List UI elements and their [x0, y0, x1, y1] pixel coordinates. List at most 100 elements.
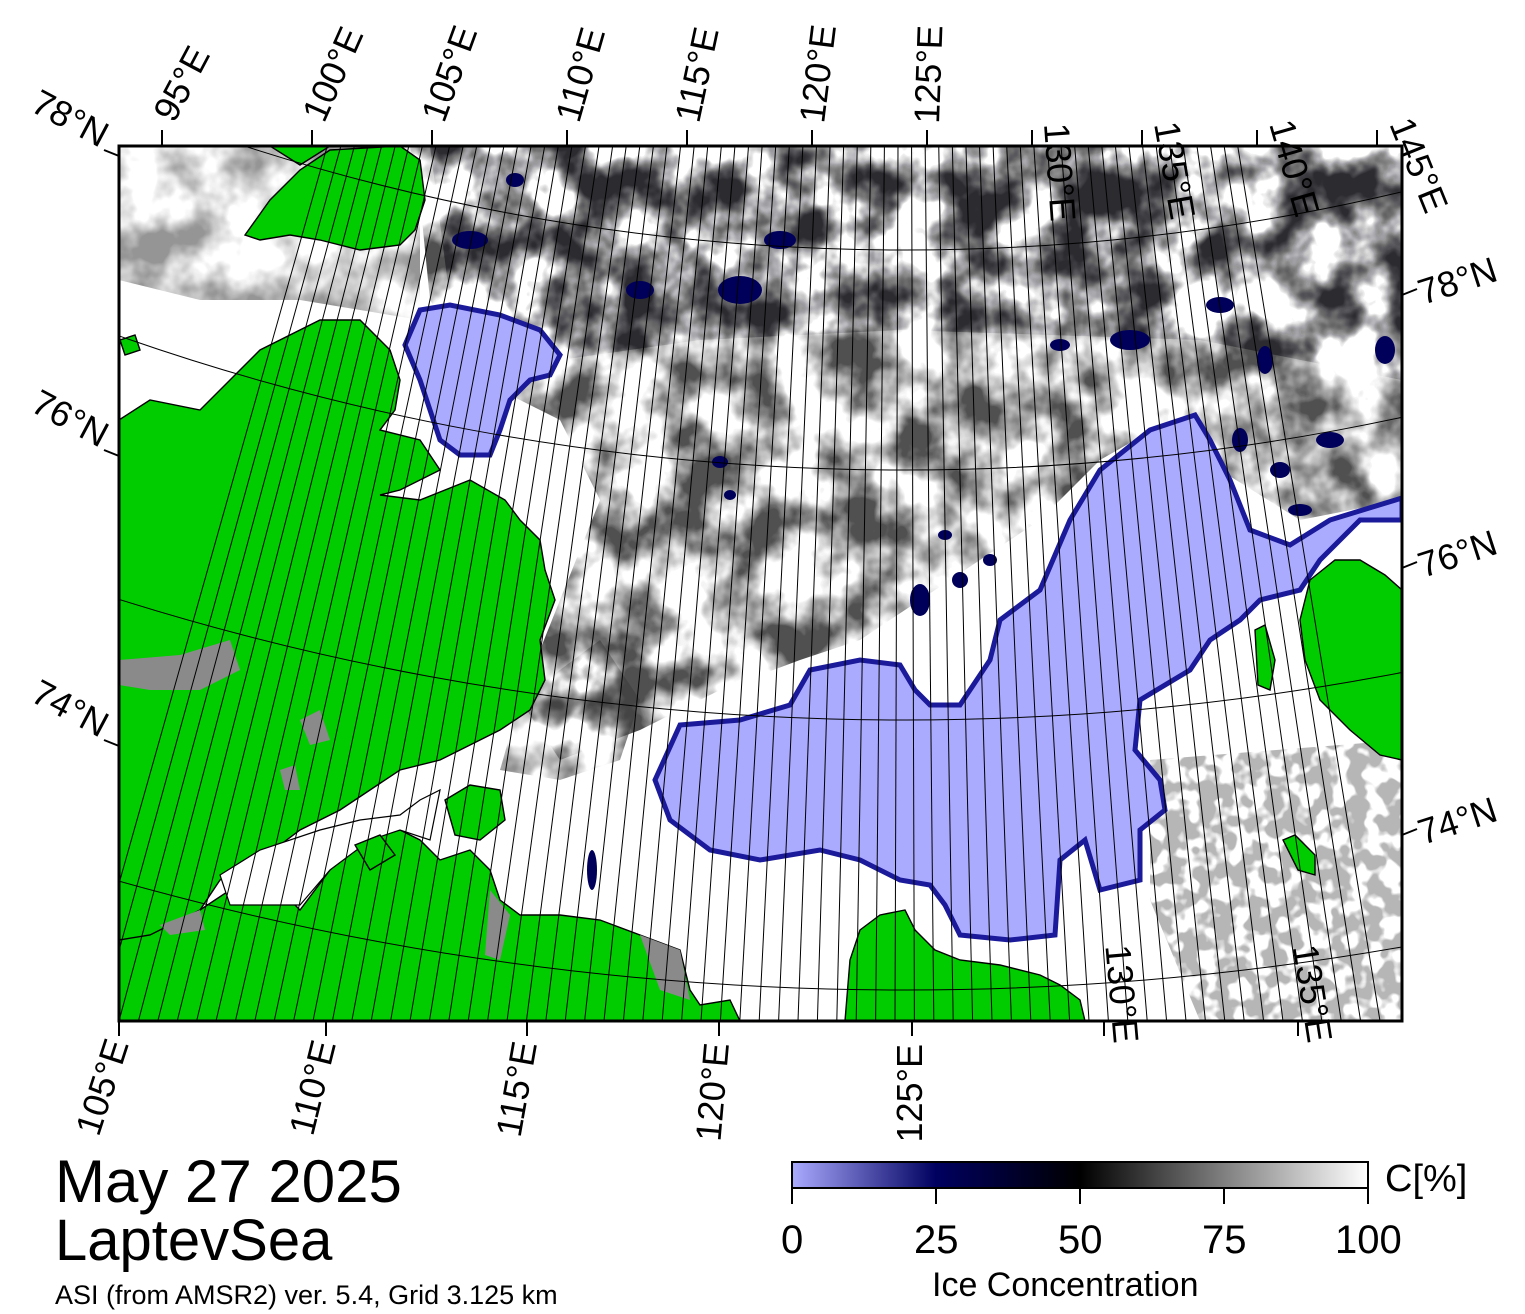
meridian-line	[778, 146, 817, 1021]
lat-label-left: 78°N	[25, 81, 115, 155]
meridian-line	[428, 146, 573, 1021]
lon-label-bottom: 115°E	[488, 1038, 545, 1139]
meridian-line	[700, 146, 763, 1021]
tick-mark	[1401, 828, 1418, 836]
tick-mark	[1401, 561, 1418, 569]
colorbar-tick-label: 25	[914, 1218, 959, 1262]
meridian-line	[855, 146, 872, 1021]
meridian-line	[938, 146, 954, 1021]
small-islet	[119, 334, 141, 356]
meridian-line	[564, 146, 668, 1021]
meridian-line	[1087, 146, 1168, 1021]
meridian-line	[273, 146, 464, 1021]
lon-label-top: 110°E	[547, 23, 613, 126]
belkovsky-island	[1282, 834, 1316, 876]
meridian-line	[545, 146, 654, 1021]
meridian-line	[622, 146, 709, 1021]
lon-label-top: 100°E	[294, 21, 372, 128]
meridian-line	[965, 146, 993, 1021]
meridian-line	[911, 146, 915, 1021]
meridian-line	[390, 146, 546, 1021]
severnaya-zemlya-tip	[268, 146, 332, 166]
meridian-line	[1033, 146, 1090, 1021]
meridian-line	[661, 146, 736, 1021]
ice-texture-north	[119, 146, 1402, 1021]
meridian-line	[448, 146, 586, 1021]
lon-label-top: 130°E	[1036, 122, 1084, 223]
lon-label-top: 105°E	[413, 20, 485, 127]
colorbar-tick-label: 100	[1335, 1218, 1402, 1262]
meridian-line	[719, 146, 777, 1021]
meridian-line	[487, 146, 614, 1021]
lon-label-top: 125°E	[906, 24, 950, 124]
meridian-line	[1114, 146, 1206, 1021]
meridian-line	[816, 146, 845, 1021]
colorbar-tick-label: 75	[1202, 1218, 1247, 1262]
meridian-line	[1074, 146, 1148, 1021]
meridian-line	[1006, 146, 1051, 1021]
meridian-line	[603, 146, 695, 1021]
meridian-line	[157, 146, 383, 1021]
map-frame	[117, 144, 1404, 1023]
kotelny-island	[1299, 559, 1402, 761]
meridian-line	[584, 146, 682, 1021]
meridian-line	[1210, 146, 1342, 1021]
credit-label: ASI (from AMSR2) ver. 5.4, Grid 3.125 km	[55, 1280, 558, 1310]
meridian-line	[894, 146, 899, 1021]
meridian-line	[1237, 146, 1381, 1021]
lena-delta	[844, 909, 1086, 1021]
low-ice-patches	[452, 173, 1395, 890]
meridian-line	[119, 146, 342, 953]
lon-label-bottom: 120°E	[688, 1041, 737, 1143]
meridian-line	[1101, 146, 1187, 1021]
meridian-line	[1182, 146, 1303, 1021]
meridian-line	[875, 146, 885, 1021]
meridian-line	[1155, 146, 1265, 1021]
tick-mark	[103, 739, 120, 747]
lon-label-top: 95°E	[145, 39, 218, 128]
meridian-line	[196, 146, 410, 1021]
lat-label-left: 74°N	[25, 671, 115, 745]
meridian-line	[1223, 146, 1362, 1021]
meridian-line	[758, 146, 804, 1021]
colorbar-title: Ice Concentration	[932, 1266, 1199, 1304]
meridian-line	[119, 146, 355, 1021]
meridian-line	[254, 146, 451, 1021]
meridian-line	[924, 146, 935, 1021]
meridian-line	[681, 146, 750, 1021]
meridian-line	[992, 146, 1032, 1021]
region-label: LaptevSea	[55, 1208, 333, 1273]
meridian-line	[506, 146, 627, 1021]
lon-label-top: 115°E	[667, 23, 727, 125]
meridian-line	[1060, 146, 1129, 1021]
meridian-line	[979, 146, 1012, 1021]
lat-label-right: 78°N	[1413, 249, 1502, 313]
lon-label-bottom: 105°E	[67, 1034, 136, 1140]
tick-mark	[103, 149, 120, 157]
meridian-line	[215, 146, 423, 1021]
lon-label-bottom: 125°E	[889, 1044, 930, 1142]
meridian-line	[137, 146, 369, 1021]
lon-label-top: 120°E	[791, 22, 844, 125]
meridian-line	[293, 146, 478, 1021]
meridian-line	[797, 146, 831, 1021]
meridian-line	[467, 146, 600, 1021]
gulf-island	[444, 784, 506, 841]
lon-label-bottom: 110°E	[281, 1036, 344, 1139]
colorbar-ticks	[791, 1188, 1369, 1204]
tick-mark	[1401, 288, 1418, 296]
map-area	[119, 146, 1402, 1021]
meridian-line	[525, 146, 641, 1021]
meridian-line	[331, 146, 505, 1021]
meridian-line	[1142, 146, 1245, 1021]
lat-label-left: 76°N	[25, 381, 115, 455]
tick-mark	[103, 449, 120, 457]
colorbar-unit: C[%]	[1385, 1158, 1468, 1200]
meridian-line	[409, 146, 559, 1021]
meridian-line	[1196, 146, 1323, 1021]
meridian-line	[1169, 146, 1284, 1021]
meridian-line	[312, 146, 491, 1021]
meridian-line	[642, 146, 722, 1021]
meridian-line	[370, 146, 532, 1021]
meridian-line	[351, 146, 519, 1021]
